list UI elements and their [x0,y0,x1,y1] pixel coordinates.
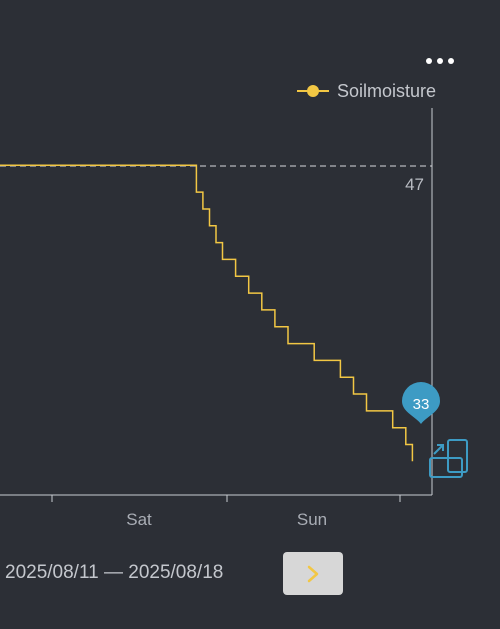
value-marker-label: 33 [413,396,430,413]
more-horizontal-icon-dot [437,58,443,64]
series-line-soilmoisture [0,164,414,462]
rotate-screen-icon-portrait [447,439,468,473]
chart-axes [0,108,433,502]
date-range-label: 2025/08/11 — 2025/08/18 [5,562,223,584]
value-marker[interactable]: 33 [402,382,440,424]
date-range-start: 2025/08/11 [5,562,99,583]
date-range-end: 2025/08/18 [128,562,224,583]
chevron-right-icon [307,565,319,582]
rotate-screen-icon-landscape [429,457,463,478]
x-tick-label-sat: Sat [126,510,152,529]
rotate-screen-icon[interactable] [429,439,468,478]
legend-entry-soilmoisture: Soilmoisture [337,81,436,101]
map-pin-icon [402,382,440,424]
rotate-screen-icon-arrow [433,444,444,455]
date-range-separator: — [103,562,123,583]
soil-moisture-chart: Sat Sun 47 Soilmoisture 33 [0,81,468,529]
next-period-button[interactable] [283,552,343,595]
threshold-label: 47 [405,175,424,194]
more-options-button[interactable] [418,48,462,74]
x-tick-label-sun: Sun [297,510,327,529]
more-horizontal-icon-dot [448,58,454,64]
chart-legend[interactable]: Soilmoisture [297,81,436,101]
more-horizontal-icon-dot [426,58,432,64]
legend-dot-icon [307,85,319,97]
